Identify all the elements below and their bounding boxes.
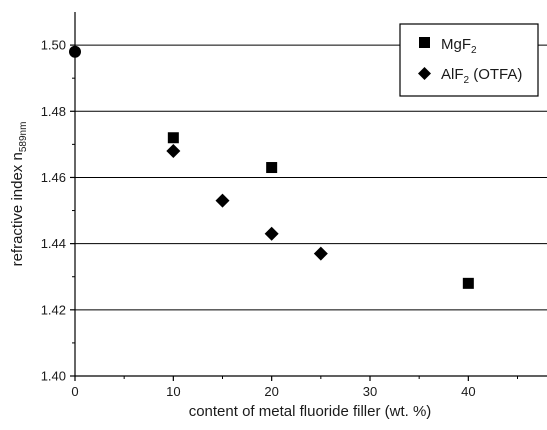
x-tick-label: 0 [71,384,78,399]
legend-alf2-sub: 2 [464,75,470,86]
x-tick-label: 10 [166,384,180,399]
alf2-point [264,226,279,241]
legend-mgf2-main: MgF [441,36,471,53]
alf2-point [166,143,181,158]
legend-box [399,23,539,97]
y-tick-label: 1.46 [41,170,66,185]
y-tick-label: 1.50 [41,38,66,53]
reference-point [69,45,81,58]
x-tick-label: 20 [264,384,278,399]
y-tick-label: 1.44 [41,236,66,251]
legend: MgF2 AlF2 (OTFA) [399,23,539,97]
mgf2-point [167,132,179,144]
legend-alf2-suffix: (OTFA) [469,66,522,83]
legend-label-mgf2: MgF2 [441,36,477,56]
legend-square-icon [419,37,430,48]
grid-lines [75,44,547,311]
y-tick-label: 1.42 [41,302,66,317]
x-tick-label: 30 [363,384,377,399]
ticks: 1.40 1.42 1.44 1.46 1.48 1.50 0 10 20 30 40 [41,38,518,399]
legend-alf2-main: AlF [441,66,464,83]
legend-mgf2-sub: 2 [471,45,477,56]
y-axis-title-main: refractive index n [9,152,26,266]
x-axis-title: content of metal fluoride filler (wt. %) [189,403,432,420]
y-tick-label: 1.48 [41,104,66,119]
alf2-point [215,193,230,208]
legend-diamond-icon [418,67,431,80]
alf2-point [313,246,328,261]
data-markers [69,45,474,289]
mgf2-point [462,277,474,289]
y-axis-title: refractive index n589nm [9,122,29,267]
y-tick-label: 1.40 [41,369,66,384]
y-axis-title-sub: 589nm [18,122,29,153]
legend-label-alf2: AlF2 (OTFA) [441,66,522,86]
mgf2-point [266,162,278,174]
x-tick-label: 40 [461,384,475,399]
